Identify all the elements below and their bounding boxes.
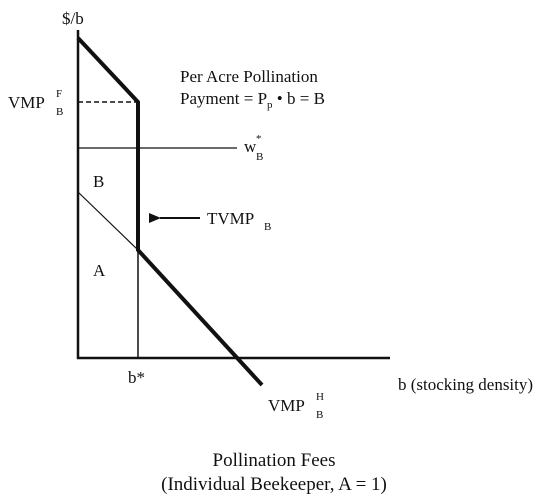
b-star-label: b* — [128, 368, 145, 387]
vmp-h-label: VMP — [268, 396, 305, 415]
tvmp-label: TVMP — [207, 209, 254, 228]
vmp-f-sub: B — [56, 106, 63, 118]
vmp-f-label: VMP — [8, 93, 45, 112]
wage-label: w — [244, 137, 257, 156]
x-axis-label: b (stocking density) — [398, 375, 533, 394]
vmp-h-line — [77, 191, 139, 251]
tvmp-curve — [76, 36, 264, 387]
vmp-h-sub: B — [316, 409, 323, 421]
payment-line1: Per Acre Pollination — [180, 67, 318, 86]
tvmp-sub: B — [264, 221, 271, 233]
y-axis-label: $/b — [62, 9, 84, 28]
payment-sub: p — [267, 99, 273, 111]
payment-line2: Payment = Pp • b = B — [180, 89, 325, 111]
wage-sup: * — [256, 133, 262, 145]
payment-pre: Payment = P — [180, 89, 267, 108]
wage-sub: B — [256, 151, 263, 163]
area-b-label: B — [93, 172, 104, 191]
payment-post: • b = B — [273, 89, 325, 108]
area-a-label: A — [93, 261, 106, 280]
vmp-h-sup: H — [316, 391, 324, 403]
caption-line1: Pollination Fees — [213, 450, 336, 471]
caption-line2: (Individual Beekeeper, A = 1) — [161, 474, 387, 495]
vmp-f-sup: F — [56, 88, 62, 100]
